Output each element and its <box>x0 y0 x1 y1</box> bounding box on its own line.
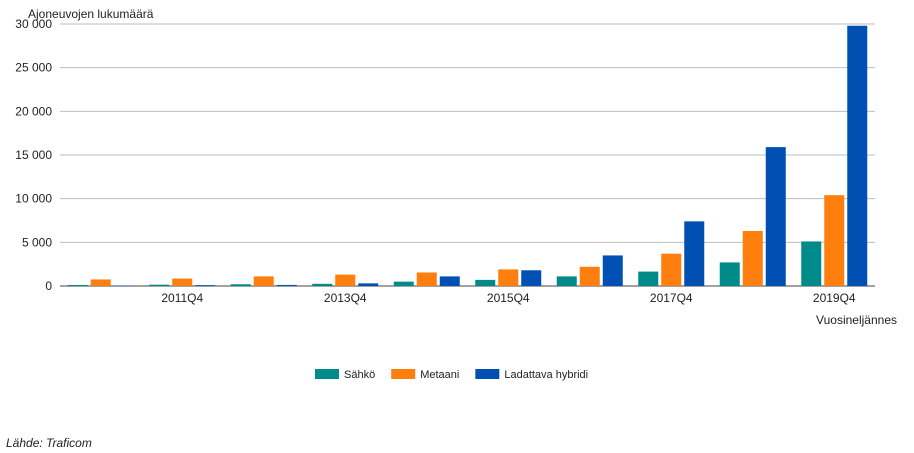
bar <box>475 279 496 286</box>
bar <box>638 271 659 286</box>
bar <box>847 25 868 286</box>
bar <box>684 221 705 286</box>
source-note: Lähde: Traficom <box>6 436 92 450</box>
legend-label: Ladattava hybridi <box>504 369 588 381</box>
bar <box>765 147 786 286</box>
legend-swatch <box>315 369 339 379</box>
y-tick-label: 20 000 <box>15 104 52 118</box>
bar <box>556 276 577 286</box>
legend-swatch <box>391 369 416 379</box>
legend: Sähkö Metaani Ladattava hybridi <box>315 369 588 381</box>
y-tick-label: 10 000 <box>15 192 52 206</box>
bar <box>824 195 845 286</box>
bar <box>742 230 763 286</box>
bar <box>416 272 437 286</box>
bar <box>498 269 519 286</box>
bar <box>195 285 216 286</box>
y-tick-label: 25 000 <box>15 61 52 75</box>
x-axis-ticks: 2011Q4 2013Q4 2015Q4 2017Q4 2019Q4 <box>161 291 856 305</box>
bar <box>67 284 88 286</box>
bar <box>312 283 333 286</box>
bar <box>661 253 682 286</box>
y-tick-label: 5 000 <box>22 235 52 249</box>
y-tick-label: 30 000 <box>15 17 52 31</box>
bar <box>172 278 193 286</box>
y-axis-ticks: 0 5 000 10 000 15 000 20 000 25 000 30 000 <box>15 17 52 293</box>
bar <box>276 284 297 286</box>
x-axis-title: Vuosineljännes <box>816 313 897 327</box>
bar <box>439 276 460 286</box>
x-tick-label: 2013Q4 <box>324 291 367 305</box>
bar <box>602 255 623 286</box>
legend-label: Sähkö <box>344 369 375 381</box>
bar <box>113 285 134 286</box>
legend-swatch <box>475 369 500 379</box>
bar <box>149 284 170 286</box>
bar <box>335 274 356 286</box>
x-tick-label: 2015Q4 <box>487 291 530 305</box>
bar <box>719 262 740 286</box>
x-tick-label: 2019Q4 <box>813 291 856 305</box>
bar <box>253 276 274 286</box>
bar <box>521 270 542 286</box>
x-tick-label: 2017Q4 <box>650 291 693 305</box>
y-tick-label: 15 000 <box>15 148 52 162</box>
legend-label: Metaani <box>420 369 459 381</box>
bar <box>801 241 822 286</box>
bar <box>230 284 251 286</box>
bar <box>579 266 600 286</box>
bar <box>393 281 414 286</box>
bars <box>67 25 868 286</box>
x-tick-label: 2011Q4 <box>161 291 203 305</box>
bar <box>358 283 379 286</box>
y-tick-label: 0 <box>45 279 52 293</box>
bar <box>90 279 111 286</box>
y-axis-title: Ajoneuvojen lukumäärä <box>28 7 154 21</box>
